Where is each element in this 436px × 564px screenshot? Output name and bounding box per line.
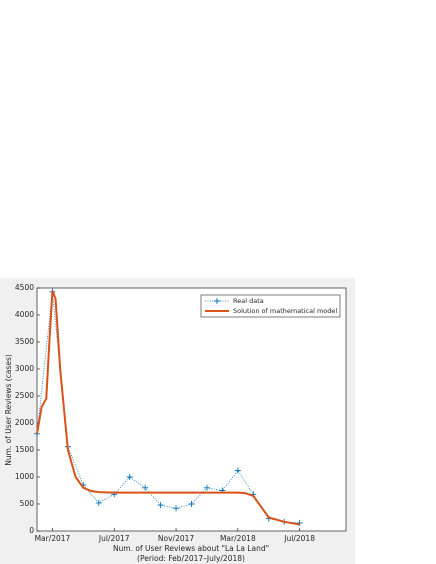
y-tick-label: 4500	[15, 283, 34, 292]
data-point	[188, 501, 195, 507]
model-line	[36, 290, 300, 526]
data-point	[157, 502, 164, 509]
legend-label: Real data	[233, 297, 264, 305]
legend-marker	[214, 298, 220, 304]
y-tick-label: 3000	[15, 364, 34, 373]
data-point	[173, 505, 180, 512]
x-axis-label: (Period: Feb/2017–July/2018)	[137, 554, 245, 563]
data-point	[95, 499, 102, 506]
x-axis-label: Num. of User Reviews about "La La Land"	[113, 544, 269, 553]
data-line	[36, 291, 300, 524]
x-tick-label: Nov/2017	[158, 534, 194, 543]
data-point	[203, 484, 210, 491]
y-tick-label: 4000	[15, 310, 34, 319]
y-tick-label: 0	[29, 526, 34, 535]
y-tick-label: 1500	[15, 445, 34, 454]
y-axis-label: Num. of User Reviews (cases)	[4, 354, 13, 466]
y-tick-label: 2000	[15, 418, 34, 427]
y-tick-label: 500	[20, 499, 35, 508]
x-tick-label: Jul/2018	[283, 534, 315, 543]
y-tick-label: 1000	[15, 472, 34, 481]
x-tick-label: Mar/2018	[220, 534, 256, 543]
x-tick-label: Jul/2017	[98, 534, 130, 543]
x-tick-label: Mar/2017	[35, 534, 71, 543]
y-tick-label: 2500	[15, 391, 34, 400]
data-point	[296, 519, 303, 526]
y-tick-label: 3500	[15, 337, 34, 346]
legend-label: Solution of mathematical model	[233, 307, 337, 315]
plot-area	[36, 287, 347, 532]
data-point	[126, 474, 133, 480]
data-point	[142, 484, 149, 491]
data-point	[234, 467, 241, 474]
legend-box	[200, 294, 341, 318]
